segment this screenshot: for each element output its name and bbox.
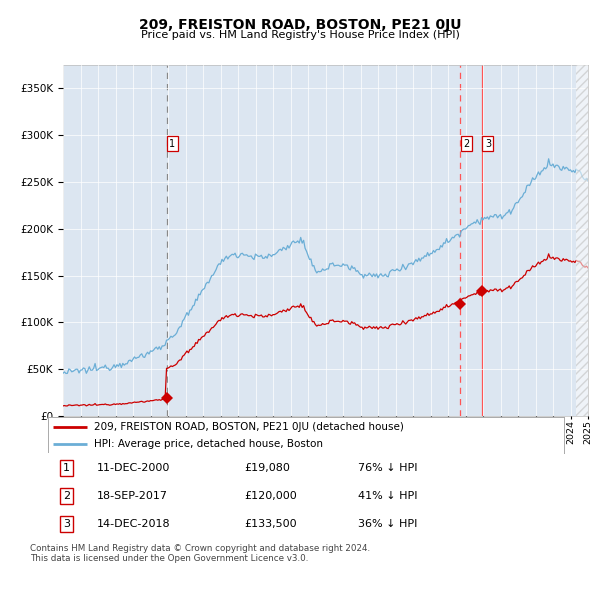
- Text: Price paid vs. HM Land Registry's House Price Index (HPI): Price paid vs. HM Land Registry's House …: [140, 30, 460, 40]
- Text: 1: 1: [63, 463, 70, 473]
- Text: 36% ↓ HPI: 36% ↓ HPI: [358, 519, 417, 529]
- Text: 3: 3: [485, 139, 491, 149]
- Text: 18-SEP-2017: 18-SEP-2017: [97, 491, 168, 501]
- Text: 209, FREISTON ROAD, BOSTON, PE21 0JU: 209, FREISTON ROAD, BOSTON, PE21 0JU: [139, 18, 461, 32]
- Text: HPI: Average price, detached house, Boston: HPI: Average price, detached house, Bost…: [94, 439, 323, 448]
- Text: £133,500: £133,500: [244, 519, 297, 529]
- Text: 3: 3: [63, 519, 70, 529]
- Text: 209, FREISTON ROAD, BOSTON, PE21 0JU (detached house): 209, FREISTON ROAD, BOSTON, PE21 0JU (de…: [94, 422, 404, 432]
- Text: Contains HM Land Registry data © Crown copyright and database right 2024.
This d: Contains HM Land Registry data © Crown c…: [30, 544, 370, 563]
- Text: 14-DEC-2018: 14-DEC-2018: [97, 519, 170, 529]
- Text: £120,000: £120,000: [244, 491, 297, 501]
- Text: 76% ↓ HPI: 76% ↓ HPI: [358, 463, 417, 473]
- Text: £19,080: £19,080: [244, 463, 290, 473]
- Bar: [576, 65, 588, 416]
- Text: 1: 1: [169, 139, 175, 149]
- Text: 41% ↓ HPI: 41% ↓ HPI: [358, 491, 417, 501]
- Text: 2: 2: [463, 139, 469, 149]
- Text: 11-DEC-2000: 11-DEC-2000: [97, 463, 170, 473]
- Text: 2: 2: [63, 491, 70, 501]
